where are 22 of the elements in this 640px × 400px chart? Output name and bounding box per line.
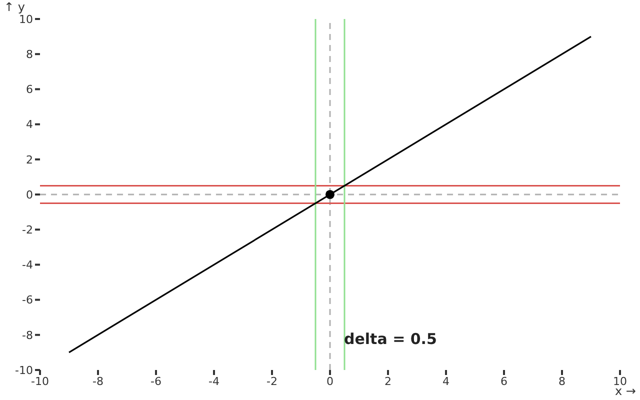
y-tick-label: -4 — [22, 258, 33, 272]
y-tick-label: -6 — [22, 294, 33, 307]
y-tick-label: 8 — [26, 48, 33, 62]
y-tick-label: 10 — [19, 12, 33, 26]
y-tick-label: -8 — [22, 328, 33, 342]
annotation: delta = 0.5 — [344, 330, 437, 348]
x-tick-label: 6 — [500, 374, 508, 388]
x-tick-label: -4 — [208, 374, 220, 388]
y-tick-label: 0 — [26, 188, 33, 202]
y-axis-title: ↑ y — [4, 0, 25, 14]
y-tick-label: -10 — [15, 364, 33, 377]
x-tick-label: -6 — [150, 374, 162, 388]
x-tick-label: -8 — [92, 374, 104, 388]
x-tick-label: 2 — [384, 374, 392, 388]
y-tick-label: 4 — [26, 118, 33, 132]
x-tick-label: -2 — [266, 374, 278, 388]
x-tick-label: 8 — [558, 374, 566, 388]
y-tick-label: -2 — [22, 224, 33, 237]
y-tick-label: 6 — [26, 83, 33, 96]
x-tick-label: 4 — [442, 374, 450, 388]
y-tick-label: 2 — [26, 153, 33, 166]
x-tick-label: 0 — [326, 374, 334, 388]
